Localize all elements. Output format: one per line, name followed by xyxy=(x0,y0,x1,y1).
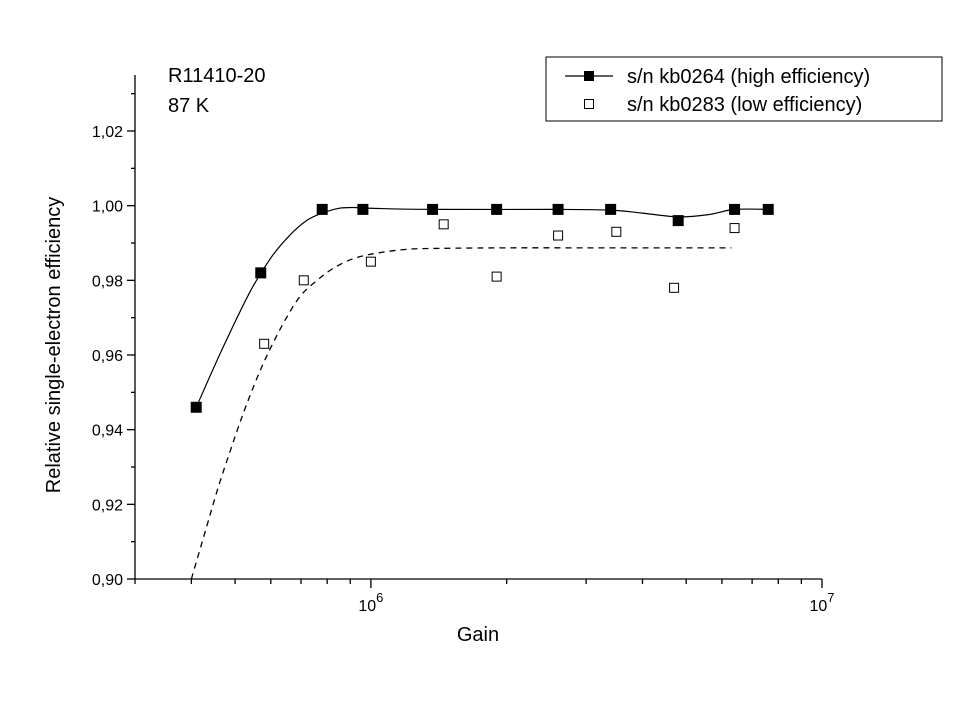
data-point-high-efficiency xyxy=(729,203,741,215)
data-point-high-efficiency xyxy=(357,203,369,215)
data-point-low-efficiency xyxy=(438,219,449,230)
legend: s/n kb0264 (high efficiency) s/n kb0283 … xyxy=(545,56,943,122)
data-point-low-efficiency xyxy=(611,226,622,237)
data-point-low-efficiency xyxy=(365,256,376,267)
y-tick-label: 0,94 xyxy=(92,423,123,440)
y-tick-label: 0,92 xyxy=(92,497,123,514)
data-point-high-efficiency xyxy=(427,203,439,215)
x-axis-label: Gain xyxy=(457,624,499,646)
y-axis-label: Relative single-electron efficiency xyxy=(43,197,65,493)
data-point-high-efficiency xyxy=(672,215,684,227)
x-tick-label: 106 xyxy=(358,590,383,615)
data-point-low-efficiency xyxy=(729,223,740,234)
data-point-high-efficiency xyxy=(316,203,328,215)
y-tick-label: 0,90 xyxy=(92,572,123,589)
data-point-high-efficiency xyxy=(605,203,617,215)
x-tick-label: 107 xyxy=(809,590,834,615)
y-tick-label: 0,98 xyxy=(92,273,123,290)
axis-ticks xyxy=(127,93,823,588)
data-point-low-efficiency xyxy=(553,230,564,241)
legend-marker-low xyxy=(584,99,594,109)
data-point-high-efficiency xyxy=(762,203,774,215)
fit-curve-low-efficiency xyxy=(190,247,732,580)
data-point-high-efficiency xyxy=(190,401,202,413)
legend-label-high: s/n kb0264 (high efficiency) xyxy=(627,66,870,88)
y-tick-label: 0,96 xyxy=(92,348,123,365)
axis-tick-labels: 0,90 0,92 0,94 0,96 0,98 1,00 1,02 106 107 xyxy=(92,124,835,615)
data-point-low-efficiency xyxy=(669,282,680,293)
fit-curve-high-efficiency xyxy=(195,206,769,408)
data-point-low-efficiency xyxy=(298,275,309,286)
y-tick-label: 1,00 xyxy=(92,199,123,216)
legend-marker-high xyxy=(584,71,594,81)
data-point-high-efficiency xyxy=(255,267,267,279)
y-tick-label: 1,02 xyxy=(92,124,123,141)
data-point-high-efficiency xyxy=(552,203,564,215)
data-point-low-efficiency xyxy=(491,271,502,282)
series-low-efficiency-points xyxy=(259,219,740,349)
data-point-low-efficiency xyxy=(259,338,270,349)
data-point-high-efficiency xyxy=(491,203,503,215)
legend-label-low: s/n kb0283 (low efficiency) xyxy=(627,94,862,116)
annotation-device: R11410-20 xyxy=(168,65,265,87)
annotation-temperature: 87 K xyxy=(168,95,210,117)
series-high-efficiency-points xyxy=(190,203,774,413)
legend-box xyxy=(545,56,943,122)
